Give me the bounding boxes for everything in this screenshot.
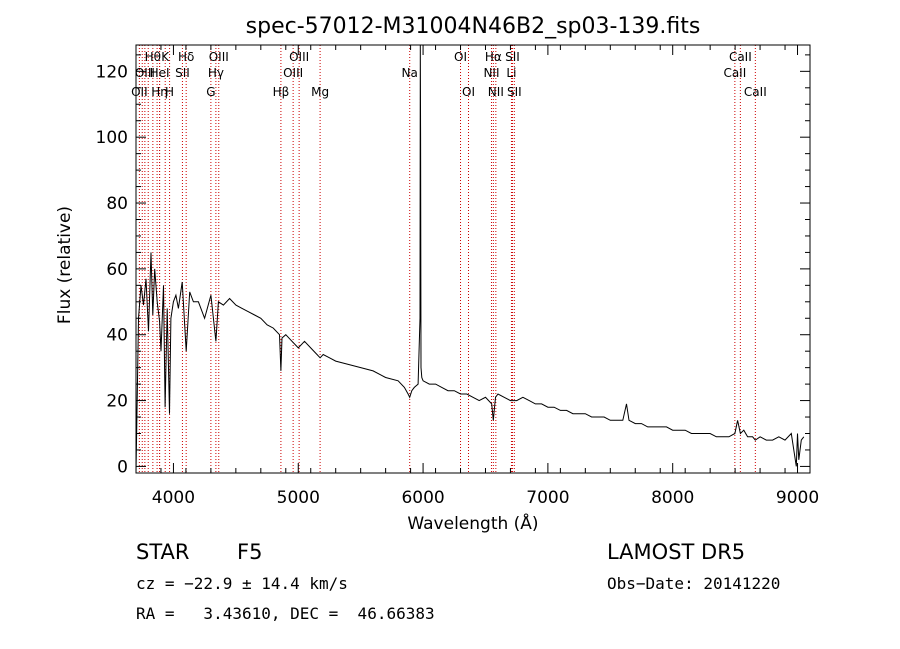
y-tick-label: 120 xyxy=(96,62,128,82)
marker-label: Hδ xyxy=(178,50,194,64)
marker-label: OIII xyxy=(209,50,229,64)
redshift-info: cz = −22.9 ± 14.4 km/s xyxy=(136,574,348,593)
axis-ticks: 4000 5000 6000 7000 8000 9000 0 20 40 60 80 100 120 xyxy=(96,45,819,508)
marker-label: Hγ xyxy=(208,66,224,80)
y-tick-label: 80 xyxy=(106,194,128,214)
x-tick-label: 4000 xyxy=(152,488,195,508)
marker-label: H xyxy=(165,85,174,99)
marker-label: SII xyxy=(175,66,190,80)
marker-label: CaII xyxy=(744,85,767,99)
x-tick-label: 6000 xyxy=(401,488,444,508)
spectrum-series xyxy=(135,44,805,474)
marker-label: Hβ xyxy=(273,85,290,99)
marker-label: OIII xyxy=(135,66,155,80)
marker-label: NII xyxy=(483,66,499,80)
marker-label: SII xyxy=(507,85,522,99)
x-tick-label: 9000 xyxy=(776,488,819,508)
line-markers xyxy=(138,45,756,473)
spectrum-line xyxy=(135,44,805,474)
chart-title: spec-57012-M31004N46B2_sp03-139.fits xyxy=(246,14,701,39)
marker-label: CaII xyxy=(729,50,752,64)
object-class: STAR xyxy=(136,540,190,564)
marker-label: Hθ xyxy=(145,50,161,64)
y-tick-label: 20 xyxy=(106,392,128,412)
survey-name: LAMOST DR5 xyxy=(607,540,746,564)
y-tick-label: 100 xyxy=(96,128,128,148)
marker-label: OIII xyxy=(289,50,309,64)
y-tick-label: 40 xyxy=(106,326,128,346)
observation-date: Obs−Date: 20141220 xyxy=(607,574,781,593)
marker-label: K xyxy=(161,50,170,64)
y-tick-label: 60 xyxy=(106,260,128,280)
marker-label: OI xyxy=(462,85,475,99)
marker-labels: OIIOIIIHθHeIHηKHSIIHδGHγOIIIHβOIIIOIIIMg… xyxy=(131,50,767,99)
y-axis-label: Flux (relative) xyxy=(55,206,75,324)
marker-label: Li xyxy=(506,66,516,80)
marker-label: Hα xyxy=(485,50,502,64)
plot-frame xyxy=(135,44,811,474)
x-tick-label: 8000 xyxy=(651,488,694,508)
marker-label: Mg xyxy=(311,85,329,99)
x-tick-label: 7000 xyxy=(526,488,569,508)
marker-label: CaII xyxy=(723,66,746,80)
marker-label: Na xyxy=(402,66,418,80)
x-axis-label: Wavelength (Å) xyxy=(407,512,538,534)
marker-label: G xyxy=(206,85,215,99)
x-tick-label: 5000 xyxy=(277,488,320,508)
marker-label: OI xyxy=(454,50,467,64)
marker-label: OII xyxy=(131,85,148,99)
coordinates: RA = 3.43610, DEC = 46.66383 xyxy=(136,604,435,623)
marker-label: HeI xyxy=(150,66,170,80)
y-tick-label: 0 xyxy=(117,457,128,477)
marker-label: OIII xyxy=(283,66,303,80)
marker-label: Hη xyxy=(151,85,168,99)
marker-label: SII xyxy=(505,50,520,64)
marker-label: NII xyxy=(488,85,504,99)
object-subclass: F5 xyxy=(237,540,263,564)
